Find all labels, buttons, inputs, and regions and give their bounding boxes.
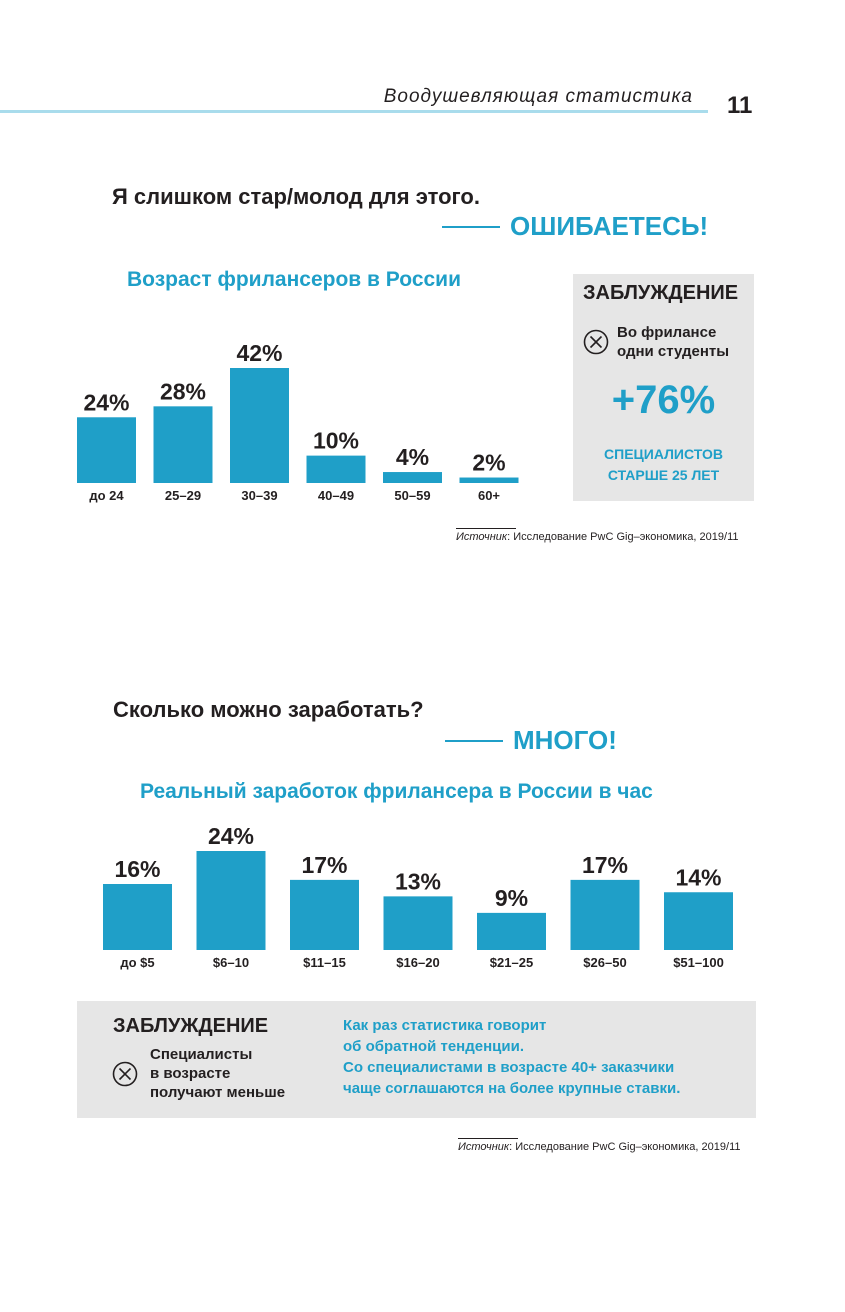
- section1-chart-title: Возраст фрилансеров в России: [127, 268, 461, 291]
- source-rule: [456, 528, 516, 529]
- bar-7: [664, 892, 733, 950]
- page-number: 11: [727, 92, 753, 119]
- bar-6: [570, 879, 640, 950]
- myth-text-line: Специалисты: [150, 1046, 253, 1063]
- answer-dash: [442, 225, 500, 228]
- stat-caption-line: СТАРШЕ 25 ЛЕТ: [607, 467, 720, 483]
- earnings-chart-svg: 16% до $5 24% $6–10 17% $11–15 13% $16–20 9% $21–…: [103, 823, 733, 970]
- section2-myth-box: ЗАБЛУЖДЕНИЕ Специалисты в возрасте получ…: [77, 1001, 756, 1118]
- category-label: 40–49: [318, 488, 354, 503]
- section2-source: Источник: Исследование PwC Gig–экономика…: [458, 1138, 741, 1153]
- section2-answer: МНОГО!: [513, 725, 617, 755]
- category-label: до 24: [89, 488, 124, 503]
- explanation-line: Со специалистами в возрасте 40+ заказчик…: [343, 1059, 675, 1076]
- cross-circle-icon: [583, 329, 609, 355]
- value-label: 24%: [208, 823, 254, 849]
- section2-answer-row: МНОГО!: [445, 725, 617, 756]
- bar-3: [230, 368, 289, 483]
- myth-explanation: Как раз статистика говорит об обратной т…: [343, 1015, 680, 1099]
- source-text: : Исследование PwC Gig–экономика, 2019/1…: [509, 1141, 741, 1153]
- value-label: 28%: [160, 378, 206, 404]
- explanation-line: об обратной тенденции.: [343, 1038, 524, 1055]
- value-label: 14%: [675, 864, 721, 890]
- section1-answer: ОШИБАЕТЕСЬ!: [510, 211, 709, 241]
- section2-chart-title: Реальный заработок фрилансера в России в…: [140, 780, 653, 803]
- bar-2: [153, 406, 213, 483]
- bar-5: [477, 912, 546, 950]
- category-label: $16–20: [396, 955, 439, 970]
- category-label: 50–59: [394, 488, 430, 503]
- value-label: 9%: [495, 885, 528, 911]
- bar-5: [383, 472, 442, 483]
- myth-title: ЗАБЛУЖДЕНИЕ: [113, 1015, 269, 1037]
- explanation-line: Как раз статистика говорит: [343, 1017, 547, 1034]
- value-label: 4%: [396, 444, 429, 470]
- myth-text-line: Во фрилансе: [617, 324, 717, 341]
- category-label: $11–15: [303, 955, 346, 970]
- value-label: 24%: [83, 389, 129, 415]
- value-label: 17%: [301, 852, 347, 878]
- value-label: 2%: [472, 450, 505, 476]
- myth-text-line: в возрасте: [150, 1065, 231, 1082]
- explanation-line: чаще соглашаются на более крупные ставки…: [343, 1080, 681, 1097]
- age-chart: 24% до 24 28% 25–29 42% 30–39 10% 40–49 4% 50–59 2…: [60, 330, 540, 510]
- myth-title: ЗАБЛУЖДЕНИЕ: [583, 282, 739, 304]
- section2-question: Сколько можно заработать?: [113, 697, 424, 722]
- bar-3: [290, 879, 359, 950]
- category-label: $26–50: [583, 955, 626, 970]
- earnings-chart: 16% до $5 24% $6–10 17% $11–15 13% $16–20 9% $21–…: [90, 815, 750, 980]
- category-label: $6–10: [213, 955, 249, 970]
- myth-text: Специалисты в возрасте получают меньше: [150, 1045, 285, 1102]
- section1-myth-box: ЗАБЛУЖДЕНИЕ Во фрилансе одни студенты +7…: [573, 274, 754, 501]
- answer-dash: [445, 739, 503, 742]
- source-rule: [458, 1138, 518, 1139]
- value-label: 16%: [114, 856, 160, 882]
- myth-row: Специалисты в возрасте получают меньше: [112, 1045, 285, 1102]
- stat-caption-line: СПЕЦИАЛИСТОВ: [604, 446, 723, 462]
- category-label: 60+: [478, 488, 500, 503]
- big-stat: +76%: [611, 378, 716, 422]
- bar-4: [306, 455, 366, 483]
- value-label: 42%: [236, 340, 282, 366]
- section1-answer-row: ОШИБАЕТЕСЬ!: [442, 211, 708, 242]
- cross-circle-icon: [112, 1061, 138, 1086]
- myth-text: Во фрилансе одни студенты: [617, 323, 729, 361]
- category-label: до $5: [120, 955, 154, 970]
- category-label: 25–29: [165, 488, 201, 503]
- bar-6: [459, 477, 519, 483]
- bar-4: [383, 896, 453, 950]
- myth-row: Во фрилансе одни студенты: [583, 323, 729, 361]
- stat-caption: СПЕЦИАЛИСТОВ СТАРШЕ 25 ЛЕТ: [573, 444, 754, 486]
- source-text: : Исследование PwC Gig–экономика, 2019/1…: [507, 531, 739, 543]
- age-chart-svg: 24% до 24 28% 25–29 42% 30–39 10% 40–49 4% 50–59 2…: [77, 340, 519, 503]
- source-label: Источник: [458, 1141, 510, 1153]
- value-label: 13%: [395, 868, 441, 894]
- category-label: $51–100: [673, 955, 724, 970]
- source-label: Источник: [456, 531, 508, 543]
- bar-1: [103, 884, 172, 950]
- header-rule: [0, 110, 708, 113]
- bar-1: [77, 417, 136, 483]
- category-label: 30–39: [241, 488, 277, 503]
- bar-2: [196, 851, 266, 950]
- myth-text-line: получают меньше: [150, 1084, 286, 1101]
- value-label: 17%: [582, 852, 628, 878]
- value-label: 10%: [313, 428, 359, 454]
- running-title: Воодушевляющая статистика: [383, 86, 693, 107]
- section1-question: Я слишком стар/молод для этого.: [112, 184, 480, 209]
- category-label: $21–25: [490, 955, 533, 970]
- myth-text-line: одни студенты: [617, 343, 730, 360]
- section1-source: Источник: Исследование PwC Gig–экономика…: [456, 528, 739, 543]
